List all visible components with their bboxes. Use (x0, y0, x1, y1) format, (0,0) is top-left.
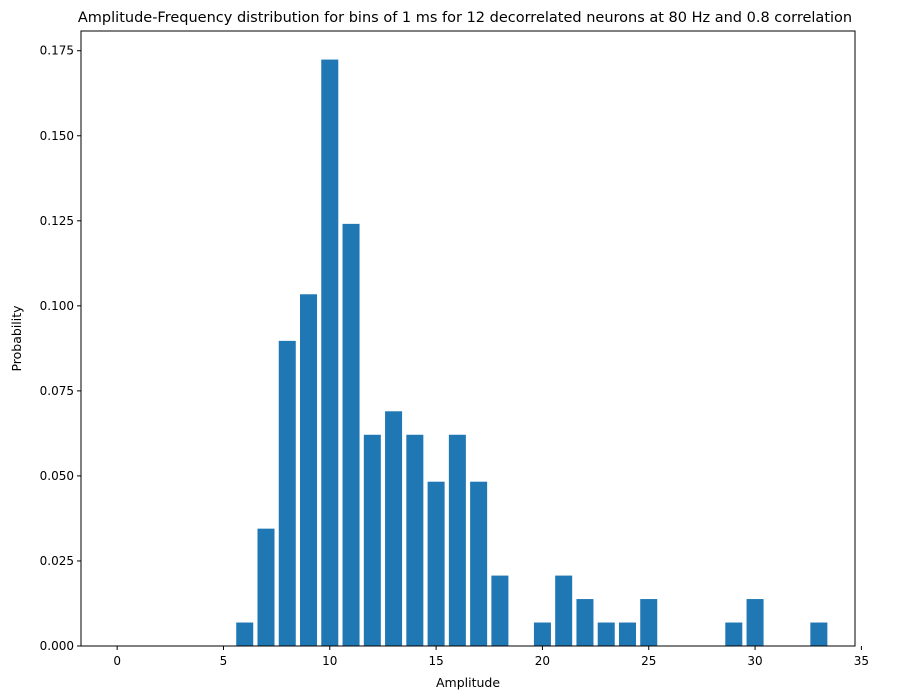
bar-21 (555, 575, 573, 646)
x-tick-label: 35 (854, 654, 869, 668)
y-axis-label: Probability (9, 305, 24, 372)
bar-29 (725, 622, 743, 646)
bar-16 (448, 434, 466, 646)
y-tick-label: 0.175 (40, 44, 74, 58)
y-axis-ticks: 0.000 0.025 0.050 0.075 0.100 0.125 0.150 0.175 (40, 44, 81, 653)
chart-title: Amplitude-Frequency distribution for bin… (78, 10, 852, 26)
y-tick-label: 0.125 (40, 214, 74, 228)
bar-6 (236, 622, 254, 646)
plot-frame (80, 30, 856, 647)
bar-18 (491, 575, 509, 646)
bars-group (236, 59, 828, 647)
bar-11 (342, 223, 360, 647)
x-axis-label: Amplitude (436, 675, 500, 690)
y-tick-label: 0.025 (40, 554, 74, 568)
bar-14 (406, 434, 424, 646)
bar-7 (257, 528, 275, 646)
y-tick-label: 0.100 (40, 299, 74, 313)
bar-13 (385, 411, 403, 646)
bar-22 (576, 599, 594, 646)
x-tick-label: 10 (322, 654, 337, 668)
x-tick-label: 20 (535, 654, 550, 668)
bar-15 (427, 481, 445, 646)
bar-25 (640, 599, 658, 646)
bar-8 (278, 340, 296, 646)
bar-33 (810, 622, 828, 646)
y-tick-label: 0.000 (40, 639, 74, 653)
bar-9 (300, 294, 318, 646)
bar-10 (321, 59, 339, 647)
bar-23 (597, 622, 615, 646)
x-tick-label: 30 (747, 654, 762, 668)
y-tick-label: 0.075 (40, 384, 74, 398)
x-tick-label: 5 (220, 654, 228, 668)
bar-24 (618, 622, 636, 646)
bar-20 (533, 622, 551, 646)
bar-17 (470, 481, 488, 646)
bar-12 (363, 434, 381, 646)
x-tick-label: 15 (428, 654, 443, 668)
x-axis-ticks: 0 5 10 15 20 25 30 35 (113, 646, 869, 668)
y-tick-label: 0.050 (40, 469, 74, 483)
x-tick-label: 25 (641, 654, 656, 668)
y-tick-label: 0.150 (40, 129, 74, 143)
bar-30 (746, 599, 764, 646)
x-tick-label: 0 (113, 654, 121, 668)
